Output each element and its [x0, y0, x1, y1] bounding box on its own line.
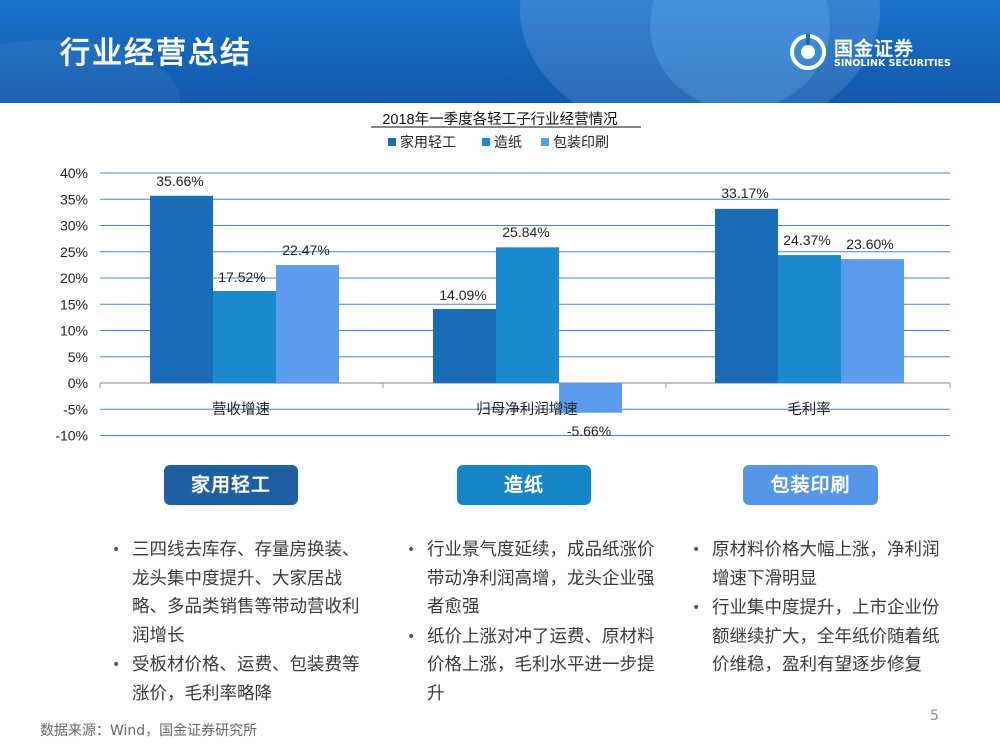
bullet-item: • 受板材价格、运费、包装费等涨价，毛利率略降 — [110, 651, 370, 708]
y-tick-label: 35% — [60, 191, 88, 207]
chart-area: 2018年一季度各轻工子行业经营情况家用轻工 造纸 包装印刷 40% 35% 30% 25%… — [0, 103, 1000, 453]
data-label: 24.37% — [783, 232, 830, 248]
y-tick-label: -5% — [63, 401, 88, 417]
summary-column-household: • 三四线去库存、存量房换装、龙头集中度提升、大家居战略、多品类销售等带动营收利润… — [110, 536, 370, 709]
page-title: 行业经营总结 — [60, 36, 252, 71]
bullet-item: • 纸价上涨对冲了运费、原材料价格上涨，毛利水平进一步提升 — [405, 623, 655, 709]
category-button-paper[interactable]: 造纸 — [457, 465, 591, 505]
x-category-label: 毛利率 — [787, 401, 831, 418]
decor-bubble — [650, 0, 830, 103]
summary-column-packaging: • 原材料价格大幅上涨，净利润增速下滑明显 • 行业集中度提升，上市企业份额继续扩大… — [690, 536, 940, 681]
legend-swatch — [388, 138, 396, 146]
page-number: 5 — [930, 708, 939, 724]
bullet-dot: • — [407, 628, 416, 645]
data-label: -5.66% — [567, 423, 611, 439]
category-button-packaging[interactable]: 包装印刷 — [743, 465, 878, 505]
y-tick-label: 25% — [60, 244, 88, 260]
data-label: 25.84% — [502, 224, 549, 240]
bar — [150, 195, 213, 383]
legend-swatch — [482, 138, 490, 146]
data-label: 17.52% — [218, 269, 265, 285]
data-label: 14.09% — [439, 287, 486, 303]
data-label: 23.60% — [846, 236, 893, 252]
bar — [559, 383, 622, 413]
bullet-item: • 原材料价格大幅上涨，净利润增速下滑明显 — [690, 536, 940, 593]
bar — [276, 265, 339, 383]
x-category-label: 归母净利润增速 — [476, 401, 578, 418]
legend-label: 家用轻工 — [400, 134, 456, 150]
bullet-item: • 行业集中度提升，上市企业份额继续扩大，全年纸价随着纸价维稳，盈利有望逐步修复 — [690, 594, 940, 680]
bullet-dot: • — [692, 600, 701, 616]
bar — [433, 309, 496, 383]
summary-column-paper: • 行业景气度延续，成品纸涨价带动净利润高增，龙头企业强者愈强 • 纸价上涨对冲了运… — [405, 536, 655, 709]
bullet-item: • 行业景气度延续，成品纸涨价带动净利润高增，龙头企业强者愈强 — [405, 536, 655, 622]
legend-label: 包装印刷 — [553, 134, 609, 150]
decor-bubble — [520, 0, 880, 103]
chart-title: 2018年一季度各轻工子行业经营情况 — [382, 111, 618, 128]
bullet-item: • 三四线去库存、存量房换装、龙头集中度提升、大家居战略、多品类销售等带动营收利润… — [110, 536, 370, 650]
y-tick-label: 5% — [68, 349, 88, 365]
y-tick-label: 15% — [60, 296, 88, 312]
bar — [496, 247, 559, 383]
y-tick-label: 10% — [60, 323, 88, 339]
data-label: 35.66% — [156, 173, 203, 189]
category-button-household[interactable]: 家用轻工 — [164, 465, 298, 505]
header-banner: 行业经营总结 国金证券 SINOLINK SECURITIES — [0, 0, 1000, 103]
legend-label: 造纸 — [494, 134, 522, 150]
bar — [213, 291, 276, 383]
data-label: 22.47% — [282, 242, 329, 258]
data-source-note: 数据来源：Wind，国金证券研究所 — [40, 723, 258, 739]
logo-name-cn: 国金证券 — [834, 38, 915, 60]
y-tick-label: -10% — [55, 428, 88, 444]
bullet-dot: • — [407, 542, 416, 558]
company-logo: 国金证券 SINOLINK SECURITIES — [790, 34, 990, 74]
y-tick-label: 30% — [60, 218, 88, 234]
logo-name-en: SINOLINK SECURITIES — [834, 58, 951, 69]
legend-swatch — [541, 138, 549, 146]
bullet-dot: • — [692, 542, 701, 558]
y-tick-label: 20% — [60, 270, 88, 286]
bullet-dot: • — [112, 657, 121, 673]
data-label: 33.17% — [721, 185, 768, 201]
logo-mark-icon — [790, 34, 826, 70]
bar — [778, 255, 841, 383]
bar — [841, 259, 904, 383]
y-tick-label: 0% — [68, 375, 88, 391]
x-category-label: 营收增速 — [212, 401, 270, 418]
y-tick-label: 40% — [60, 165, 88, 181]
bar — [715, 208, 778, 383]
bullet-dot: • — [112, 542, 121, 558]
